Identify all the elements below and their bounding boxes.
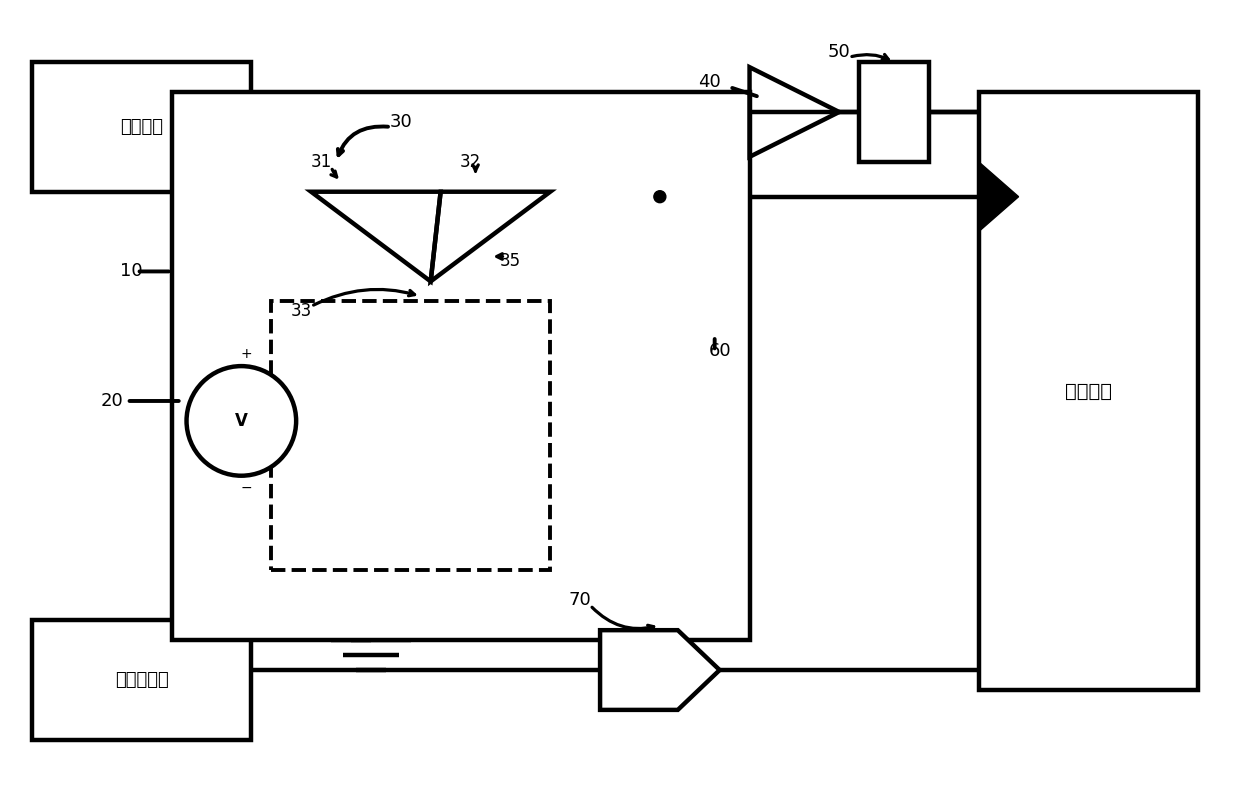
Text: 31: 31 — [310, 153, 331, 171]
Text: 70: 70 — [569, 592, 591, 609]
Text: +: + — [241, 347, 252, 361]
Text: 32: 32 — [460, 153, 481, 171]
Circle shape — [653, 191, 666, 202]
Text: 33: 33 — [290, 302, 311, 320]
Text: 30: 30 — [389, 113, 412, 131]
Text: 40: 40 — [698, 73, 720, 91]
Text: 50: 50 — [828, 44, 851, 61]
Text: 60: 60 — [708, 343, 730, 360]
Text: −: − — [241, 481, 252, 494]
Polygon shape — [978, 162, 1018, 232]
Circle shape — [186, 366, 296, 475]
Text: 35: 35 — [500, 252, 521, 271]
Bar — [272, 301, 551, 570]
Bar — [978, 92, 1198, 690]
Text: V: V — [234, 412, 248, 430]
Text: 数字设备: 数字设备 — [1065, 381, 1112, 400]
Bar — [32, 62, 252, 191]
Bar — [171, 92, 749, 640]
Bar — [859, 62, 929, 162]
Bar — [32, 620, 252, 740]
Text: 待处理信号: 待处理信号 — [115, 671, 169, 689]
Polygon shape — [600, 630, 719, 710]
Text: 触发信号: 触发信号 — [120, 118, 164, 136]
Text: 10: 10 — [120, 263, 143, 281]
Text: 20: 20 — [100, 392, 123, 410]
